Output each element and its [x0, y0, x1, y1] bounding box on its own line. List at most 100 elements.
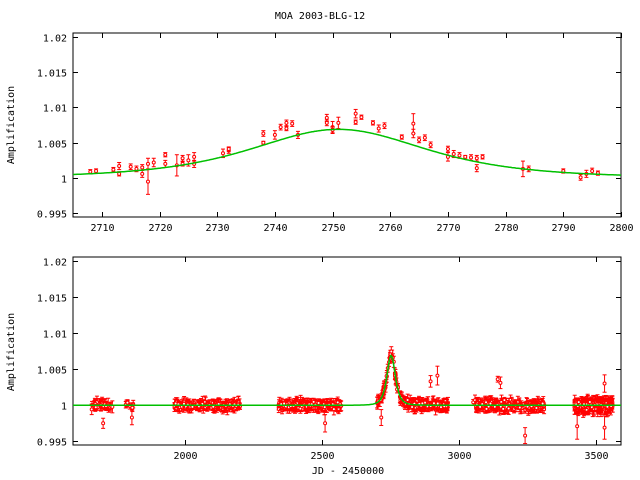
- point-marker: [88, 169, 93, 174]
- x-tick-label: 2780: [494, 223, 518, 234]
- y-tick-label: 1.015: [37, 294, 67, 305]
- point-marker: [445, 147, 450, 152]
- point-marker: [298, 406, 303, 411]
- data-point: [220, 148, 225, 159]
- data-point: [370, 120, 375, 126]
- data-point: [145, 168, 150, 195]
- point-marker: [463, 154, 468, 159]
- point-marker: [359, 115, 364, 120]
- data-point: [290, 120, 295, 127]
- top-panel: 0.995 1 1.005 1.01 1.015 1.02 2710 2720 2730 2740…: [37, 32, 634, 234]
- y-tick-label: 1.005: [37, 366, 67, 377]
- point-marker: [469, 155, 474, 160]
- data-point: [180, 154, 185, 162]
- point-marker: [324, 120, 329, 125]
- data-point: [540, 397, 545, 409]
- point-marker: [389, 349, 394, 354]
- x-tick-label: 2750: [321, 223, 345, 234]
- point-marker: [128, 164, 133, 169]
- point-marker: [324, 115, 329, 120]
- point-marker: [93, 405, 98, 410]
- point-marker: [517, 405, 522, 410]
- data-point: [324, 119, 329, 127]
- data-point: [578, 174, 583, 181]
- x-tick-label: 3000: [447, 451, 471, 462]
- point-marker: [353, 111, 358, 116]
- x-tick-label: 2800: [609, 223, 633, 234]
- data-point: [140, 169, 145, 178]
- data-point: [417, 136, 422, 144]
- data-point: [295, 396, 300, 410]
- point-marker: [322, 405, 327, 410]
- bottom-panel: 0.995 1 1.005 1.01 1.015 1.02 2000 2500 3000 3500: [37, 256, 622, 462]
- point-marker: [382, 123, 387, 128]
- point-marker: [125, 400, 130, 405]
- data-point: [422, 134, 427, 142]
- data-point: [111, 166, 116, 173]
- chart-title: MOA 2003-BLG-12: [275, 11, 365, 22]
- point-marker: [261, 140, 266, 145]
- point-marker: [376, 126, 381, 131]
- point-marker: [89, 407, 94, 412]
- point-marker: [117, 164, 122, 169]
- point-marker: [192, 154, 197, 159]
- data-point: [411, 128, 416, 139]
- point-marker: [410, 405, 415, 410]
- point-marker: [145, 161, 150, 166]
- point-marker: [111, 167, 116, 172]
- point-marker: [417, 137, 422, 142]
- point-marker: [506, 406, 511, 411]
- point-marker: [428, 142, 433, 147]
- data-point: [474, 154, 479, 162]
- data-point: [353, 108, 358, 119]
- point-marker: [457, 153, 462, 158]
- point-marker: [163, 152, 168, 157]
- y-tick-label: 1.02: [43, 258, 67, 269]
- x-tick-label: 2770: [436, 223, 460, 234]
- data-point: [534, 402, 539, 414]
- x-tick-label: 2760: [378, 223, 402, 234]
- plot-frame: [72, 32, 622, 218]
- point-marker: [411, 121, 416, 126]
- data-point: [211, 400, 216, 414]
- data-point: [474, 164, 479, 173]
- point-marker: [431, 401, 436, 406]
- y-tick-label: 0.995: [37, 438, 67, 449]
- point-marker: [145, 179, 150, 184]
- data-point: [151, 157, 156, 168]
- y-tick-label: 1.01: [43, 330, 67, 341]
- data-point: [316, 398, 321, 408]
- point-marker: [399, 135, 404, 140]
- x-tick-label: 2730: [205, 223, 229, 234]
- data-point: [163, 159, 168, 168]
- x-tick-label: 2000: [173, 451, 197, 462]
- data-point: [279, 400, 284, 408]
- point-marker: [451, 152, 456, 157]
- y-tick-label: 1.005: [37, 140, 67, 151]
- data-point: [382, 122, 387, 130]
- x-tick-label: 2720: [148, 223, 172, 234]
- data-point: [192, 152, 197, 162]
- point-marker: [151, 160, 156, 165]
- point-marker: [290, 121, 295, 126]
- x-tick-label: 2790: [551, 223, 575, 234]
- data-point: [469, 154, 474, 161]
- data-point: [89, 403, 94, 416]
- data-point: [282, 398, 287, 409]
- y-tick-label: 1.01: [43, 104, 67, 115]
- point-marker: [284, 126, 289, 131]
- y-tick-label: 1.015: [37, 69, 67, 80]
- point-marker: [336, 120, 341, 125]
- point-marker: [130, 405, 135, 410]
- point-marker: [405, 398, 410, 403]
- point-marker: [411, 131, 416, 136]
- point-marker: [94, 169, 99, 173]
- point-marker: [484, 406, 489, 411]
- point-marker: [163, 161, 168, 166]
- data-point: [445, 152, 450, 162]
- y-tick-label: 0.995: [37, 210, 67, 221]
- data-point: [272, 130, 277, 140]
- point-marker: [474, 156, 479, 161]
- point-marker: [370, 120, 375, 125]
